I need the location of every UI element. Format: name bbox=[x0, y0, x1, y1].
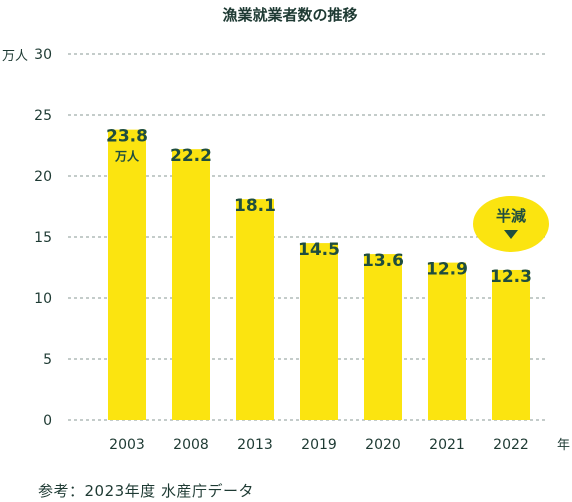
y-tick-label: 0 bbox=[43, 413, 52, 429]
data-label: 23.8 bbox=[106, 127, 148, 147]
chart-title: 漁業就業者数の推移 bbox=[222, 6, 357, 24]
data-label: 14.5 bbox=[298, 240, 340, 260]
x-tick-label: 2008 bbox=[173, 437, 209, 453]
data-label: 22.2 bbox=[170, 146, 212, 166]
x-tick-label: 2022 bbox=[493, 437, 529, 453]
x-tick-label: 2003 bbox=[109, 437, 145, 453]
bar-2013 bbox=[236, 199, 274, 420]
bars bbox=[108, 129, 530, 420]
x-tick-label: 2019 bbox=[301, 437, 337, 453]
data-label: 12.3 bbox=[490, 267, 532, 287]
data-label-unit: 万人 bbox=[114, 149, 140, 164]
y-tick-label: 15 bbox=[34, 230, 52, 246]
bar-2020 bbox=[364, 254, 402, 420]
source-note: 参考：2023年度 水産庁データ bbox=[38, 482, 254, 500]
y-axis-ticks: 0 5 10 15 20 25 30 bbox=[34, 47, 52, 429]
down-triangle-icon bbox=[504, 229, 518, 239]
bar-2022 bbox=[492, 269, 530, 420]
x-tick-label: 2020 bbox=[365, 437, 401, 453]
x-tick-label: 2013 bbox=[237, 437, 273, 453]
y-tick-label: 10 bbox=[34, 291, 52, 307]
bar-chart: 漁業就業者数の推移 万人 年 0 5 10 15 20 25 30 2003 2008 2013… bbox=[2, 6, 570, 453]
data-labels: 23.8 万人 22.2 18.1 14.5 13.6 12.9 12.3 bbox=[106, 127, 532, 287]
bar-2021 bbox=[428, 262, 466, 420]
x-axis-ticks: 2003 2008 2013 2019 2020 2021 2022 bbox=[109, 437, 529, 453]
y-axis-unit-label: 万人 bbox=[2, 49, 28, 64]
halved-badge-text: 半減 bbox=[496, 207, 526, 225]
y-tick-label: 30 bbox=[34, 47, 52, 63]
bar-2019 bbox=[300, 243, 338, 420]
data-label: 12.9 bbox=[426, 260, 468, 280]
halved-badge bbox=[473, 195, 549, 252]
x-tick-label: 2021 bbox=[429, 437, 465, 453]
y-tick-label: 20 bbox=[34, 169, 52, 185]
x-axis-unit-label: 年 bbox=[557, 438, 570, 453]
bar-2008 bbox=[172, 149, 210, 420]
data-label: 18.1 bbox=[234, 196, 276, 216]
bar-2003 bbox=[108, 129, 146, 420]
y-tick-label: 5 bbox=[43, 352, 52, 368]
y-tick-label: 25 bbox=[34, 108, 52, 124]
data-label: 13.6 bbox=[362, 251, 404, 271]
halved-annotation: 半減 bbox=[473, 195, 549, 252]
